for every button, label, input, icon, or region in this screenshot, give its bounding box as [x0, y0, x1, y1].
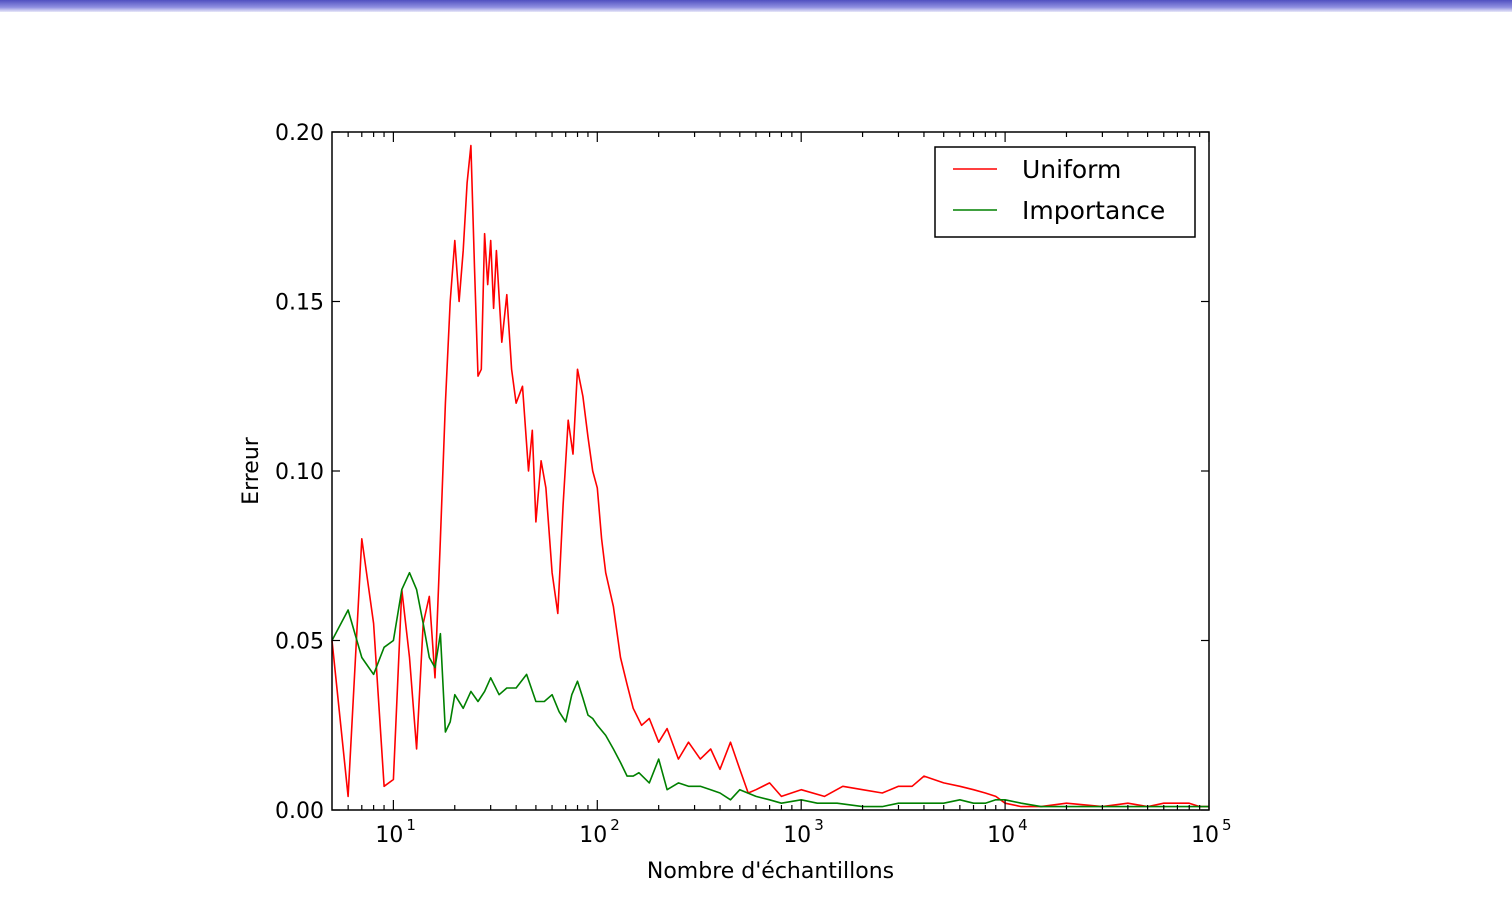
x-axis-label: Nombre d'échantillons	[647, 859, 894, 884]
series-layer	[331, 144, 1209, 808]
y-tick-label: 0.15	[275, 291, 324, 316]
y-tick-label: 0.10	[275, 460, 324, 485]
x-tick-exponent: 1	[406, 816, 416, 834]
x-tick-exponent: 2	[610, 816, 620, 834]
legend-label-importance: Importance	[1022, 196, 1165, 225]
x-tick-exponent: 4	[1018, 816, 1028, 834]
x-tick-label: 10	[579, 823, 607, 848]
slide-header-bar	[0, 0, 1512, 12]
legend-label-uniform: Uniform	[1022, 155, 1121, 184]
x-tick-label: 10	[375, 823, 403, 848]
series-line-importance	[331, 571, 1209, 808]
legend: Uniform Importance	[934, 146, 1196, 238]
y-axis-label: Erreur	[239, 436, 264, 505]
x-tick-label: 10	[1191, 823, 1219, 848]
y-tick-label: 0.00	[275, 799, 324, 824]
y-tick-label: 0.05	[275, 630, 324, 655]
x-tick-exponent: 5	[1222, 816, 1232, 834]
x-tick-label: 10	[987, 823, 1015, 848]
legend-box	[934, 146, 1196, 238]
y-tick-label: 0.20	[275, 121, 324, 146]
x-tick-exponent: 3	[814, 816, 824, 834]
x-tick-label: 10	[783, 823, 811, 848]
series-line-uniform	[331, 144, 1209, 808]
